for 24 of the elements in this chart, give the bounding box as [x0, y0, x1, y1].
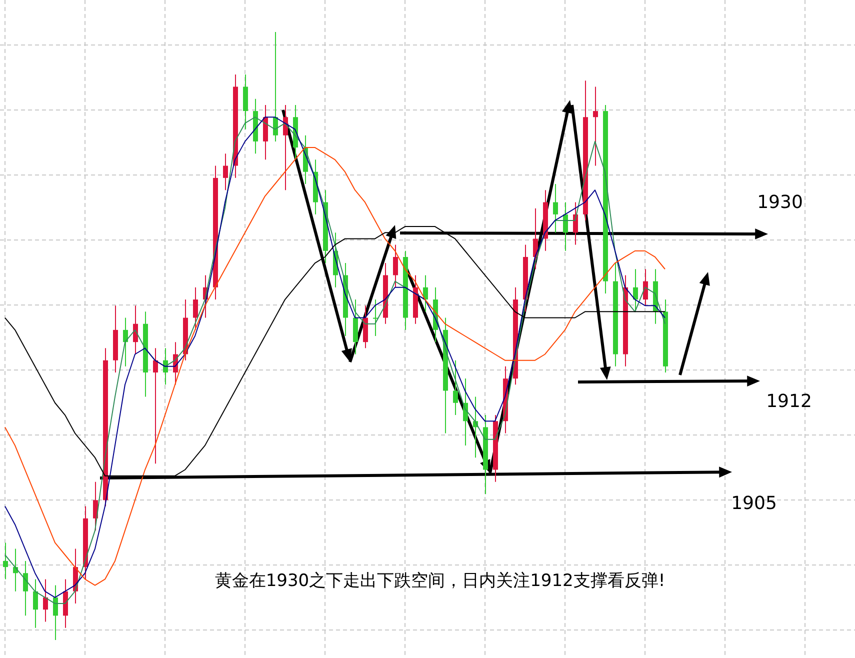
- candlestick: [633, 268, 638, 312]
- candlestick: [93, 481, 98, 532]
- candlestick: [393, 244, 398, 288]
- candlestick: [193, 286, 198, 330]
- candlestick: [153, 348, 158, 464]
- candlestick: [33, 578, 38, 628]
- annotation: 黄金在1930之下走出下跌空间，日内关注1912支撑看反弹!: [214, 571, 666, 591]
- candlestick: [123, 317, 128, 367]
- text: 1930: [757, 192, 803, 213]
- candlestick: [223, 153, 228, 191]
- candlestick: [563, 202, 568, 252]
- candlestick: [283, 104, 288, 191]
- candlestick: [573, 202, 578, 246]
- candlestick: [23, 560, 28, 616]
- candlestick: [43, 578, 48, 622]
- candlestick: [593, 86, 598, 166]
- candlestick: [3, 542, 8, 580]
- candlestick: [553, 184, 558, 234]
- candlestick: [53, 584, 58, 640]
- candlestick: [423, 274, 428, 312]
- text: 1912: [766, 391, 812, 412]
- candlestick: [273, 32, 278, 142]
- text: 1905: [731, 493, 777, 514]
- candlestick: [453, 360, 458, 416]
